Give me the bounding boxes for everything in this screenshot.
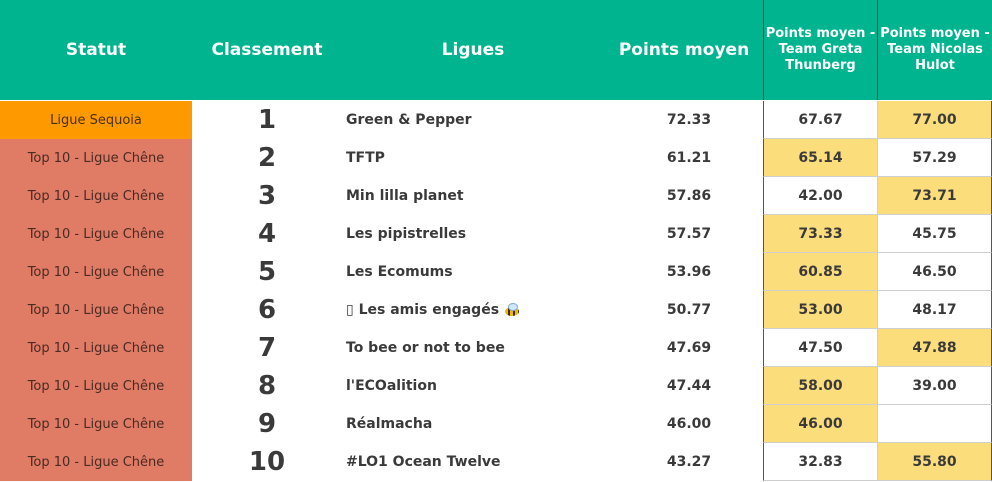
header-divider xyxy=(877,0,878,100)
header-classement: Classement xyxy=(211,40,323,60)
hulot-points: 57.29 xyxy=(878,139,992,177)
league-name: l'ECOalition xyxy=(346,378,437,394)
league-name: #LO1 Ocean Twelve xyxy=(346,454,501,470)
table-row: Top 10 - Ligue Chêne 4 Les pipistrelles … xyxy=(0,215,992,253)
average-points: 47.69 xyxy=(666,340,712,356)
bee-icon xyxy=(503,303,521,317)
league-name: ▯ Les amis engagés xyxy=(346,291,616,329)
average-points: 72.33 xyxy=(666,112,712,128)
league-name: Les Ecomums xyxy=(346,264,453,280)
greta-points: 67.67 xyxy=(763,101,878,139)
greta-points: 47.50 xyxy=(763,329,878,367)
table-row: Top 10 - Ligue Chêne 2 TFTP 61.21 65.14 … xyxy=(0,139,992,177)
status-badge: Top 10 - Ligue Chêne xyxy=(0,215,192,253)
greta-points: 46.00 xyxy=(763,405,878,443)
average-points: 61.21 xyxy=(666,150,712,166)
greta-points: 58.00 xyxy=(763,367,878,405)
average-points: 46.00 xyxy=(666,416,712,432)
status-badge: Top 10 - Ligue Chêne xyxy=(0,291,192,329)
status-badge: Top 10 - Ligue Chêne xyxy=(0,405,192,443)
average-points: 57.57 xyxy=(666,226,712,242)
rank-number: 6 xyxy=(257,295,277,325)
status-badge: Top 10 - Ligue Chêne xyxy=(0,329,192,367)
greta-points: 65.14 xyxy=(763,139,878,177)
status-badge: Top 10 - Ligue Chêne xyxy=(0,253,192,291)
greta-points: 42.00 xyxy=(763,177,878,215)
average-points: 57.86 xyxy=(666,188,712,204)
header-ligues: Ligues xyxy=(441,40,505,60)
header-statut: Statut xyxy=(65,40,127,60)
status-badge: Ligue Sequoia xyxy=(0,101,192,139)
table-row: Top 10 - Ligue Chêne 3 Min lilla planet … xyxy=(0,177,992,215)
rank-number: 1 xyxy=(257,105,277,135)
table-header: Statut Classement Ligues Points moyen Po… xyxy=(0,0,992,100)
average-points: 53.96 xyxy=(666,264,712,280)
greta-points: 32.83 xyxy=(763,443,878,481)
rank-number: 10 xyxy=(248,447,286,477)
hulot-points: 55.80 xyxy=(878,443,992,481)
hulot-points: 77.00 xyxy=(878,101,992,139)
league-name: TFTP xyxy=(346,150,385,166)
league-name: Green & Pepper xyxy=(346,112,472,128)
hulot-points: 39.00 xyxy=(878,367,992,405)
rank-number: 9 xyxy=(257,409,277,439)
table-row: Ligue Sequoia 1 Green & Pepper 72.33 67.… xyxy=(0,101,992,139)
hulot-points: 45.75 xyxy=(878,215,992,253)
average-points: 43.27 xyxy=(666,454,712,470)
table-row: Top 10 - Ligue Chêne 6 ▯ Les amis engagé… xyxy=(0,291,992,329)
status-badge: Top 10 - Ligue Chêne xyxy=(0,177,192,215)
league-name: Réalmacha xyxy=(346,416,433,432)
average-points: 47.44 xyxy=(666,378,712,394)
average-points: 50.77 xyxy=(666,302,712,318)
header-divider xyxy=(763,0,764,100)
league-name-text: ▯ Les amis engagés xyxy=(346,302,500,318)
header-points-hulot: Points moyen - Team Nicolas Hulot xyxy=(880,26,990,73)
table-row: Top 10 - Ligue Chêne 8 l'ECOalition 47.4… xyxy=(0,367,992,405)
status-badge: Top 10 - Ligue Chêne xyxy=(0,367,192,405)
league-name: Min lilla planet xyxy=(346,188,464,204)
rank-number: 3 xyxy=(257,181,277,211)
rank-number: 4 xyxy=(257,219,277,249)
hulot-points: 73.71 xyxy=(878,177,992,215)
greta-points: 60.85 xyxy=(763,253,878,291)
status-badge: Top 10 - Ligue Chêne xyxy=(0,139,192,177)
hulot-points: 48.17 xyxy=(878,291,992,329)
hulot-points: 46.50 xyxy=(878,253,992,291)
table-row: Top 10 - Ligue Chêne 10 #LO1 Ocean Twelv… xyxy=(0,443,992,481)
rank-number: 5 xyxy=(257,257,277,287)
table-row: Top 10 - Ligue Chêne 5 Les Ecomums 53.96… xyxy=(0,253,992,291)
rank-number: 7 xyxy=(257,333,277,363)
header-points-greta: Points moyen - Team Greta Thunberg xyxy=(765,26,876,73)
rank-number: 2 xyxy=(257,143,277,173)
status-badge: Top 10 - Ligue Chêne xyxy=(0,443,192,481)
greta-points: 73.33 xyxy=(763,215,878,253)
table-row: Top 10 - Ligue Chêne 9 Réalmacha 46.00 4… xyxy=(0,405,992,443)
hulot-points: 47.88 xyxy=(878,329,992,367)
hulot-points xyxy=(878,405,992,443)
rank-number: 8 xyxy=(257,371,277,401)
greta-points: 53.00 xyxy=(763,291,878,329)
header-points-moyen: Points moyen xyxy=(618,40,750,60)
table-row: Top 10 - Ligue Chêne 7 To bee or not to … xyxy=(0,329,992,367)
league-name: To bee or not to bee xyxy=(346,340,505,356)
league-name: Les pipistrelles xyxy=(346,226,467,242)
